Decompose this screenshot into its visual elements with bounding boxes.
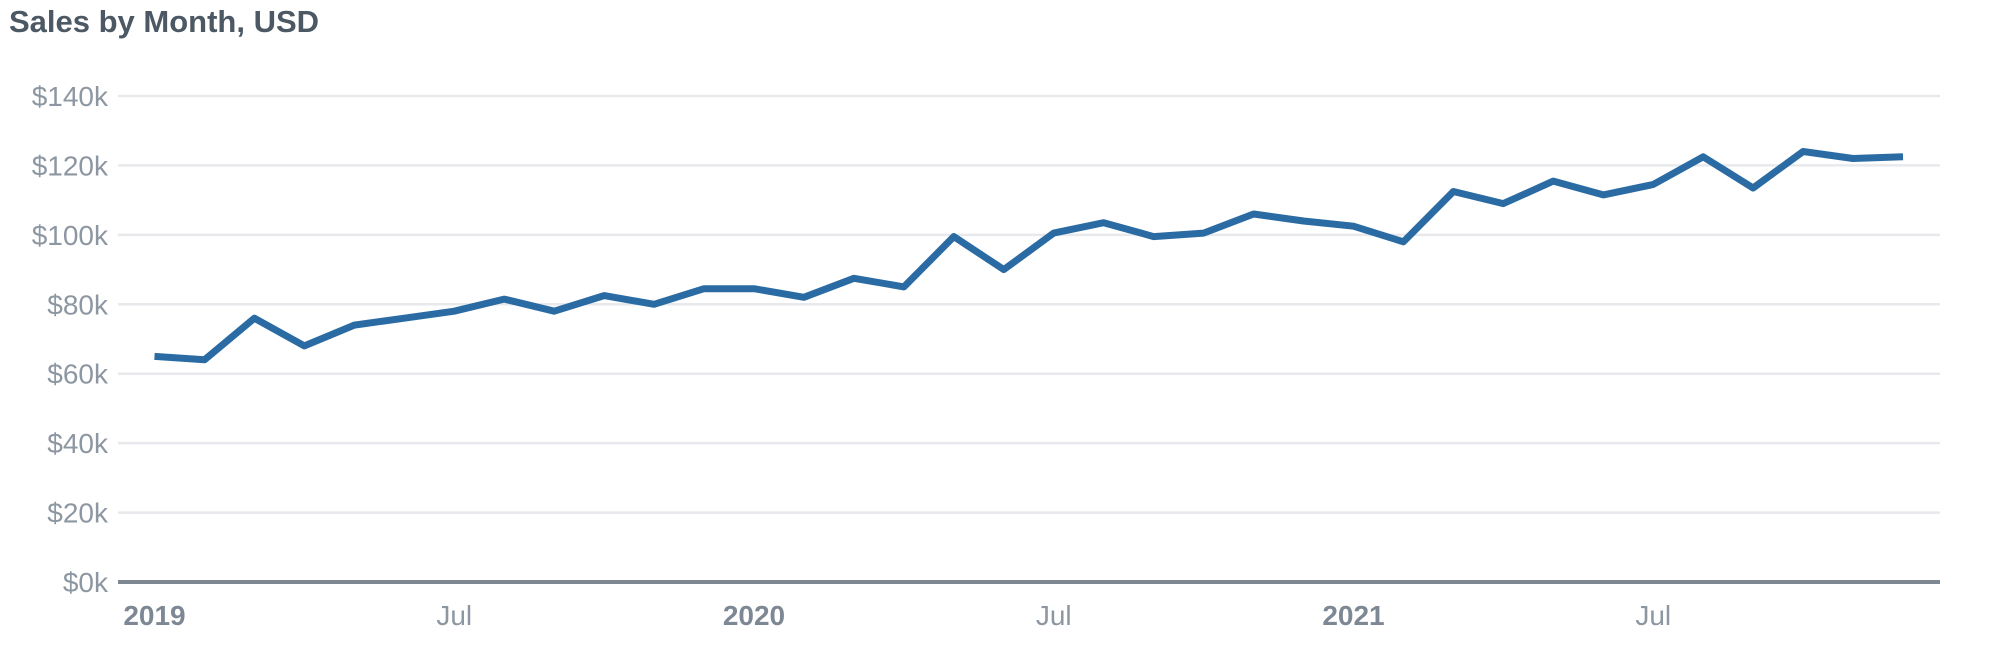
y-axis-tick-label: $140k (32, 81, 109, 112)
y-axis-tick-label: $120k (32, 150, 109, 181)
y-axis-tick-label: $80k (47, 289, 109, 320)
sales-line-series (154, 148, 1904, 364)
y-axis-tick-label: $0k (63, 567, 109, 598)
x-axis-month-label: Jul (1036, 600, 1072, 631)
y-axis-tick-label: $100k (32, 220, 109, 251)
x-axis-year-label: 2021 (1322, 600, 1384, 631)
x-axis-year-label: 2020 (723, 600, 785, 631)
y-axis-tick-label: $60k (47, 359, 109, 390)
x-axis-month-label: Jul (1635, 600, 1671, 631)
x-axis-year-label: 2019 (123, 600, 185, 631)
x-axis-month-label: Jul (436, 600, 472, 631)
y-axis-tick-label: $20k (47, 498, 109, 529)
y-axis-tick-label: $40k (47, 428, 109, 459)
chart-title: Sales by Month, USD (9, 4, 320, 39)
